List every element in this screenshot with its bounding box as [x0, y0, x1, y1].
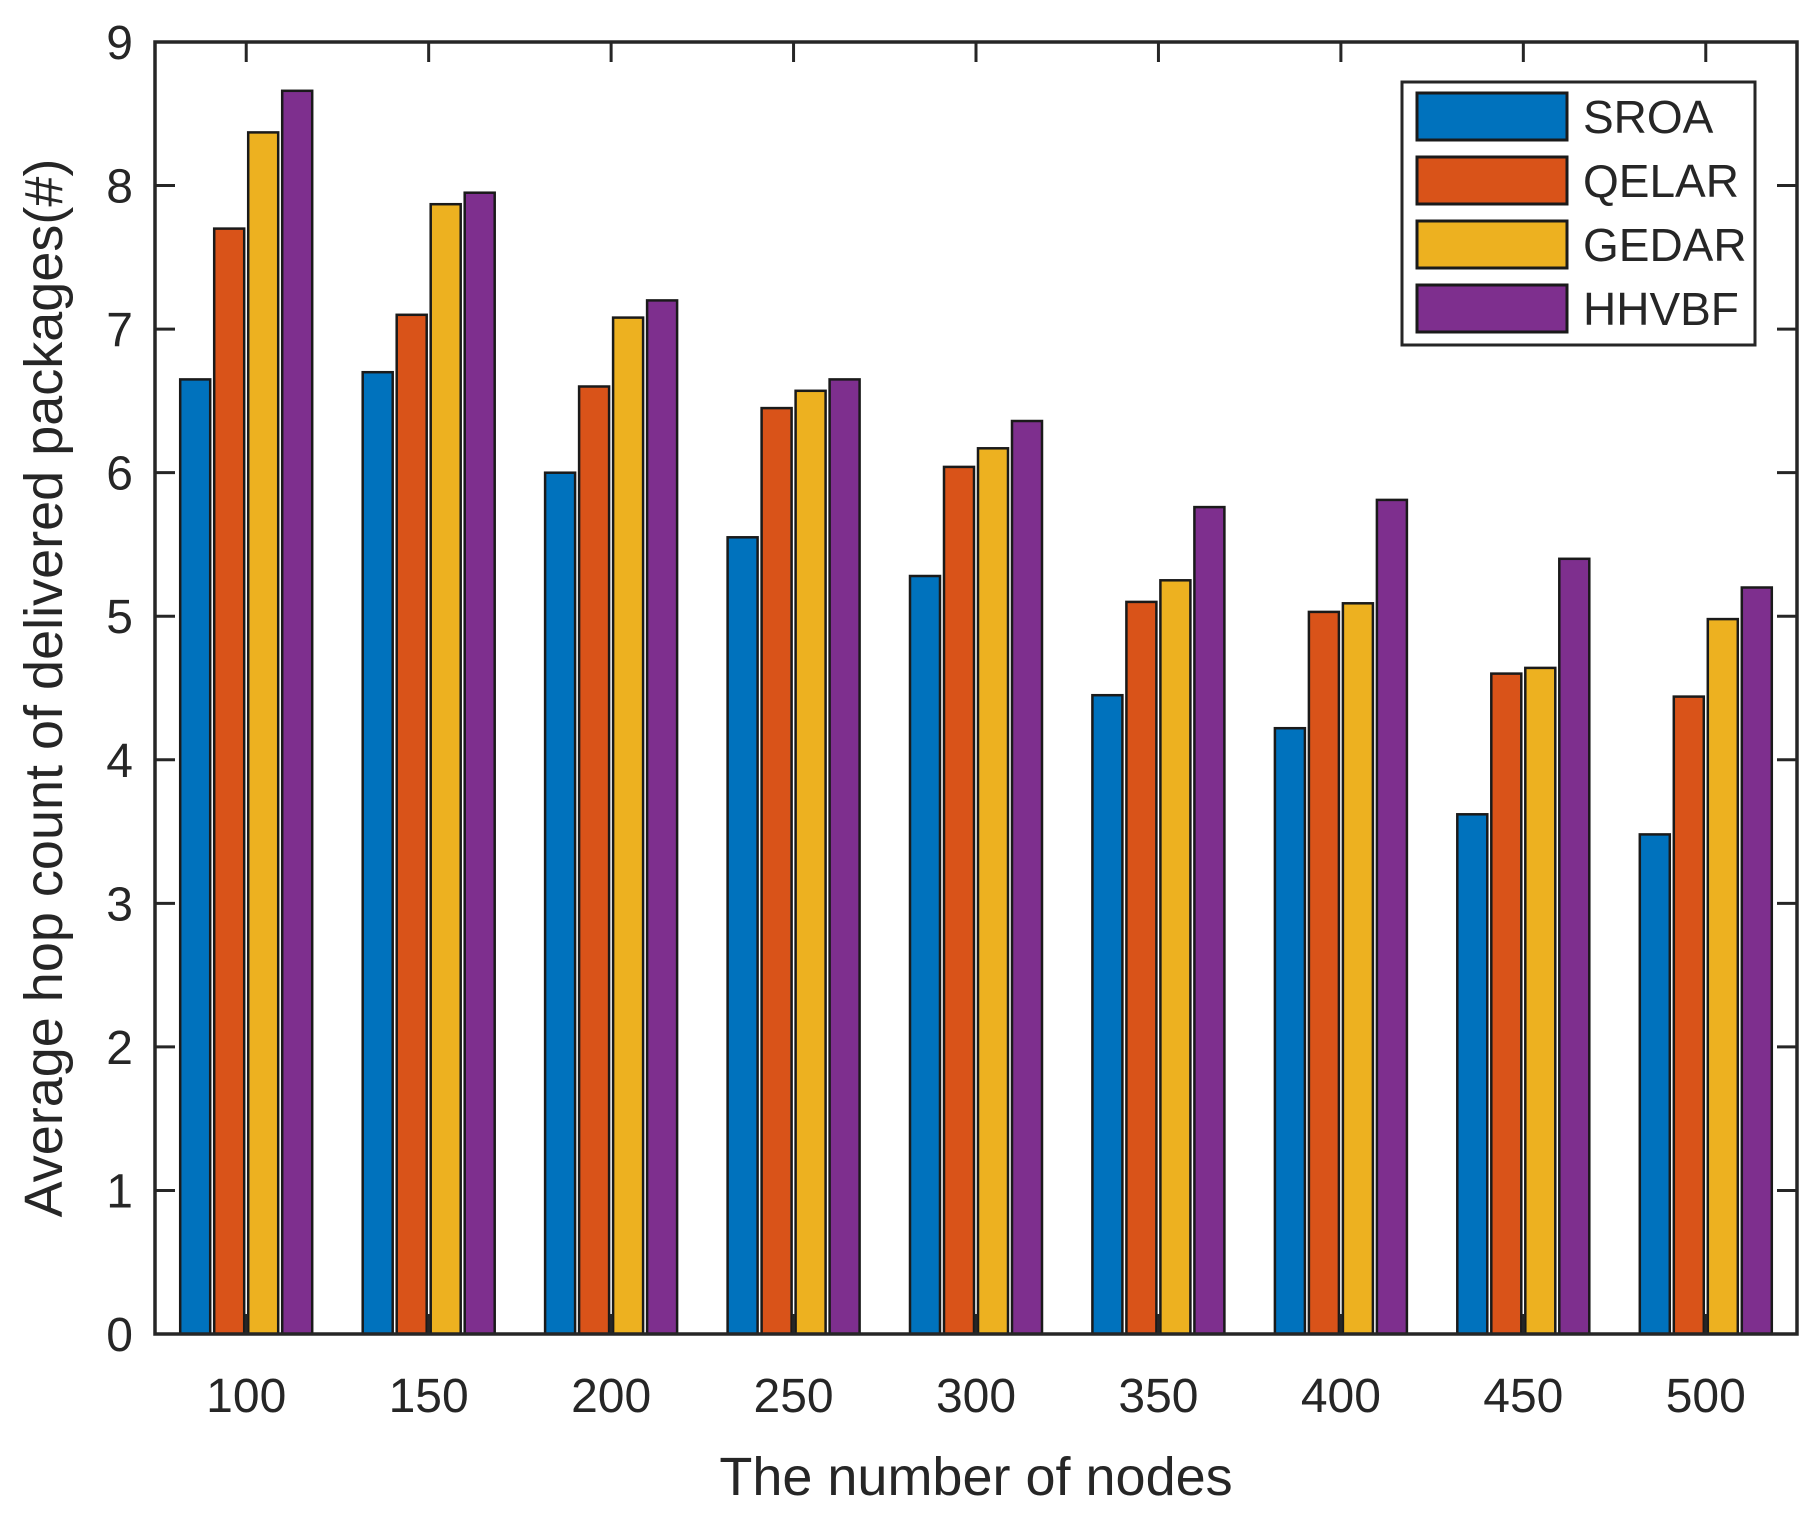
bar-GEDAR-500 — [1706, 617, 1740, 1336]
bar-SROA-300 — [908, 574, 942, 1336]
x-tick-label: 200 — [571, 1370, 651, 1423]
bar-HHVBF-250 — [828, 378, 861, 1336]
bar-GEDAR-450 — [1524, 666, 1557, 1336]
legend-swatch-GEDAR — [1415, 219, 1569, 270]
x-tick-label: 500 — [1666, 1370, 1746, 1423]
bar-SROA-200 — [543, 471, 577, 1336]
bar-QELAR-350 — [1125, 600, 1158, 1336]
bar-SROA-100 — [178, 378, 212, 1336]
axis-tick-labels: 0 1 2 3 4 5 6 7 8 9 100 150 200 250 300 350 400 450 500 — [106, 17, 1746, 1423]
bar-HHVBF-150 — [463, 191, 496, 1336]
bar-SROA-500 — [1638, 833, 1672, 1336]
x-axis-label: The number of nodes — [719, 1447, 1232, 1507]
legend-label-HHVBF: HHVBF — [1583, 283, 1739, 335]
axis-box — [153, 40, 1799, 1336]
x-tick-label: 450 — [1483, 1370, 1563, 1423]
bar-QELAR-150 — [395, 313, 428, 1336]
bar-SROA-150 — [361, 370, 394, 1336]
legend-label-GEDAR: GEDAR — [1583, 219, 1747, 271]
bar-HHVBF-200 — [645, 299, 679, 1336]
bar-GEDAR-150 — [429, 202, 462, 1336]
legend-label-QELAR: QELAR — [1583, 155, 1739, 207]
legend-swatch-SROA — [1415, 91, 1569, 142]
bar-HHVBF-400 — [1375, 498, 1409, 1336]
bar-HHVBF-450 — [1558, 557, 1591, 1336]
legend-label-SROA: SROA — [1583, 91, 1714, 143]
y-axis-label: Average hop count of delivered packages(… — [14, 159, 74, 1218]
x-tick-label: 300 — [936, 1370, 1016, 1423]
bar-GEDAR-300 — [976, 447, 1010, 1336]
bar-QELAR-100 — [212, 227, 246, 1336]
bar-QELAR-450 — [1490, 672, 1523, 1336]
bar-SROA-350 — [1091, 693, 1124, 1336]
bar-QELAR-250 — [760, 406, 793, 1336]
y-tick-label: 2 — [106, 1022, 133, 1075]
legend-swatch-QELAR — [1415, 155, 1569, 206]
y-tick-label: 8 — [106, 161, 133, 214]
legend-swatch-HHVBF — [1415, 283, 1569, 334]
bar-QELAR-500 — [1672, 695, 1706, 1336]
y-tick-label: 6 — [106, 448, 133, 501]
bar-GEDAR-350 — [1159, 579, 1192, 1336]
x-tick-label: 150 — [389, 1370, 469, 1423]
legend: SROA QELAR GEDAR HHVBF — [1400, 80, 1757, 347]
y-tick-label: 3 — [106, 878, 133, 931]
bar-QELAR-200 — [577, 385, 611, 1336]
bar-GEDAR-200 — [611, 316, 645, 1336]
bar-HHVBF-100 — [280, 89, 314, 1336]
y-tick-label: 5 — [106, 591, 133, 644]
y-tick-label: 7 — [106, 304, 133, 357]
y-tick-label: 1 — [106, 1165, 133, 1218]
bar-GEDAR-400 — [1341, 602, 1375, 1336]
x-tick-label: 100 — [206, 1370, 286, 1423]
bar-GEDAR-100 — [246, 131, 280, 1336]
y-tick-label: 9 — [106, 17, 133, 70]
x-tick-label: 400 — [1301, 1370, 1381, 1423]
bar-SROA-250 — [726, 536, 759, 1336]
y-tick-label: 4 — [106, 735, 133, 788]
bar-SROA-450 — [1456, 813, 1489, 1336]
x-tick-label: 250 — [754, 1370, 834, 1423]
bar-QELAR-400 — [1307, 610, 1341, 1336]
bar-GEDAR-250 — [794, 389, 827, 1336]
y-tick-label: 0 — [106, 1309, 133, 1362]
bar-HHVBF-350 — [1193, 505, 1226, 1336]
bar-HHVBF-300 — [1010, 419, 1044, 1336]
bar-QELAR-300 — [942, 465, 976, 1336]
bar-SROA-400 — [1273, 726, 1307, 1336]
bar-HHVBF-500 — [1740, 586, 1774, 1336]
bar-groups — [178, 89, 1774, 1336]
x-tick-label: 350 — [1118, 1370, 1198, 1423]
